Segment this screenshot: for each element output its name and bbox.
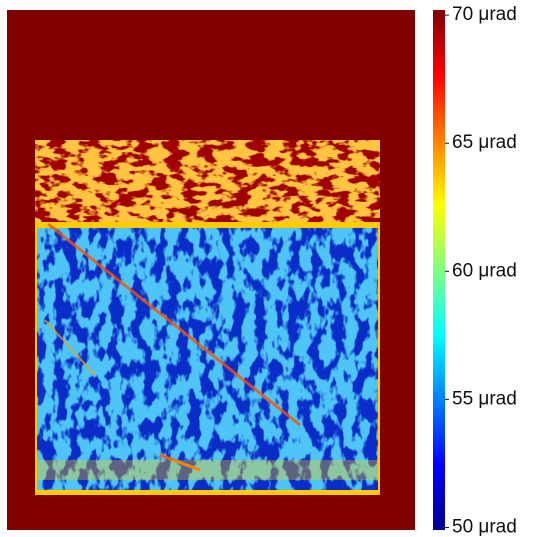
colorbar <box>433 10 445 530</box>
colorbar-tick-label: 70 μrad <box>452 4 517 25</box>
colorbar-tick-label: 50 μrad <box>452 516 517 537</box>
colorbar-tick-label: 60 μrad <box>452 260 517 281</box>
colorbar-tick-label: 55 μrad <box>452 388 517 409</box>
chart: 50 μrad 55 μrad 60 μrad 65 μrad 70 μrad <box>0 0 537 537</box>
colorbar-tick-label: 65 μrad <box>452 132 517 153</box>
heatmap-image <box>7 10 415 530</box>
